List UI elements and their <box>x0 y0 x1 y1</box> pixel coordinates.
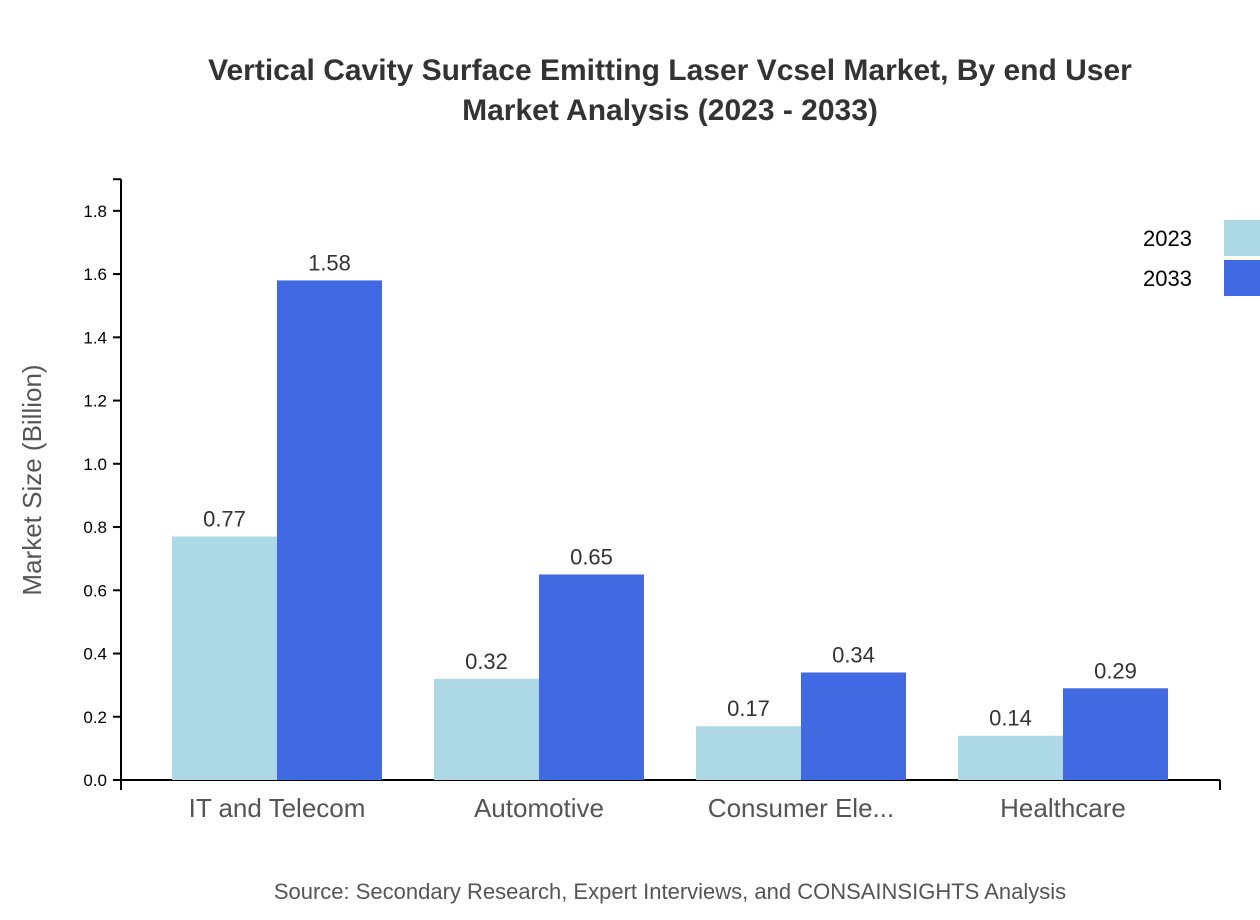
data-label: 0.32 <box>465 649 508 674</box>
legend-swatch <box>1224 220 1260 256</box>
legend-label: 2033 <box>1143 266 1192 291</box>
y-tick-label: 0.6 <box>83 581 107 600</box>
bar-2023 <box>434 678 539 780</box>
source-note: Source: Secondary Research, Expert Inter… <box>274 879 1066 904</box>
y-tick-label: 1.2 <box>83 392 107 411</box>
x-tick-label: IT and Telecom <box>189 793 366 823</box>
bar-2033 <box>539 574 644 780</box>
y-tick-label: 0.8 <box>83 518 107 537</box>
y-tick-label: 1.4 <box>83 328 107 347</box>
data-label: 0.17 <box>727 696 770 721</box>
x-tick-label: Automotive <box>474 793 604 823</box>
y-tick-label: 1.0 <box>83 455 107 474</box>
y-tick-label: 0.2 <box>83 708 107 727</box>
y-tick-label: 1.8 <box>83 202 107 221</box>
bar-2033 <box>801 672 906 780</box>
x-tick-label: Consumer Ele... <box>708 793 894 823</box>
legend-swatch <box>1224 260 1260 296</box>
data-label: 0.29 <box>1094 658 1137 683</box>
y-axis-label: Market Size (Billion) <box>17 364 47 595</box>
x-tick-label: Healthcare <box>1000 793 1126 823</box>
data-label: 0.34 <box>832 642 875 667</box>
bar-2033 <box>1063 688 1168 780</box>
chart-title-line-2: Market Analysis (2023 - 2033) <box>462 94 878 127</box>
data-label: 0.65 <box>570 544 613 569</box>
data-label: 0.14 <box>989 706 1032 731</box>
y-tick-label: 1.6 <box>83 265 107 284</box>
bar-2023 <box>172 536 277 780</box>
bar-2023 <box>696 726 801 780</box>
data-label: 0.77 <box>203 507 246 532</box>
data-label: 1.58 <box>308 250 351 275</box>
y-tick-label: 0.0 <box>83 771 107 790</box>
legend-label: 2023 <box>1143 226 1192 251</box>
chart-title-line-1: Vertical Cavity Surface Emitting Laser V… <box>208 54 1132 87</box>
y-tick-label: 0.4 <box>83 645 107 664</box>
bar-2023 <box>958 735 1063 780</box>
bar-2033 <box>277 280 382 780</box>
